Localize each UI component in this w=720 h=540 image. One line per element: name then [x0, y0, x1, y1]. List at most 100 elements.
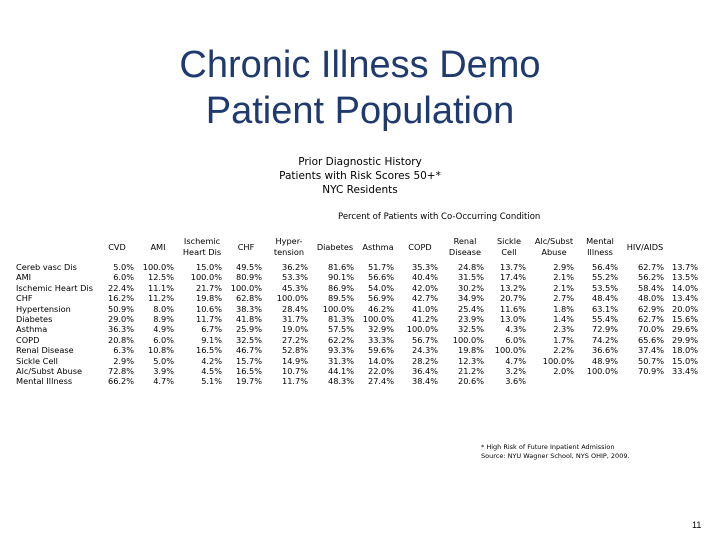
- table-cell: 31.7%: [281, 314, 308, 325]
- table-cell: 42.0%: [411, 282, 438, 293]
- table-header-row: CVD AMI Ischemic Heart Dis CHF Hyper-tension…: [16, 232, 702, 262]
- column-header: Ischemic Heart Dis: [182, 236, 222, 257]
- title-line-1: Chronic Illness Demo: [179, 44, 541, 86]
- table-cell: 62.9%: [637, 303, 664, 314]
- table-cell: 81.6%: [327, 262, 354, 272]
- table-cell: 55.4%: [591, 314, 618, 325]
- table-cell: 46.2%: [367, 303, 394, 314]
- title-line-2: Patient Population: [205, 90, 515, 132]
- table-cell: [530, 376, 578, 386]
- subtitle-line-1: Prior Diagnostic History: [298, 156, 422, 168]
- table-cell: 36.4%: [411, 366, 438, 377]
- table-body: Cereb vasc Dis 5.0% 100.0% 15.0% 49.5% 36.2% 8…: [16, 262, 702, 387]
- table-cell: 3.2%: [505, 366, 526, 377]
- table-cell: 4.9%: [153, 324, 174, 335]
- table-cell: 3.9%: [153, 366, 174, 377]
- table-cell: 45.3%: [281, 282, 308, 293]
- row-label: CHF: [16, 293, 33, 304]
- table-cell: 13.5%: [672, 272, 699, 283]
- table-cell: 19.8%: [195, 293, 222, 304]
- table-row: Hypertension 50.9% 8.0% 10.6% 38.3% 28.4% 100.…: [16, 304, 702, 314]
- table-cell: 24.8%: [457, 262, 484, 272]
- table-cell: 36.2%: [281, 262, 308, 272]
- table-cell: 3.6%: [505, 376, 526, 387]
- column-header: Diabetes: [316, 241, 354, 252]
- table-cell: 2.9%: [553, 262, 574, 272]
- table-cell: 16.2%: [107, 293, 134, 304]
- table-cell: 46.7%: [235, 345, 262, 356]
- table-cell: 24.3%: [411, 345, 438, 356]
- table-cell: 11.6%: [499, 303, 526, 314]
- table-row: Asthma 36.3% 4.9% 6.7% 25.9% 19.0% 57.5% 32.9% 1…: [16, 324, 702, 334]
- table-cell: 56.7%: [411, 334, 438, 345]
- table-cell: 11.7%: [281, 376, 308, 387]
- table-cell: 4.5%: [201, 366, 222, 377]
- column-header: Hyper-tension: [273, 236, 305, 257]
- table-cell: 70.9%: [637, 366, 664, 377]
- table-cell: 30.2%: [457, 282, 484, 293]
- table-cell: 10.6%: [195, 303, 222, 314]
- row-label: Hypertension: [16, 303, 71, 314]
- row-label: Sickle Cell: [16, 355, 58, 366]
- table-row: COPD 20.8% 6.0% 9.1% 32.5% 27.2% 62.2% 33.3% 56.…: [16, 335, 702, 345]
- column-header: AMI: [150, 241, 166, 252]
- table-cell: 20.6%: [457, 376, 484, 387]
- table-cell: 29.6%: [672, 324, 699, 335]
- table-cell: 100.0%: [276, 293, 308, 304]
- table-cell: 13.7%: [672, 262, 699, 272]
- table-cell: 11.2%: [147, 293, 174, 304]
- column-header: CVD: [108, 241, 126, 252]
- table-cell: 31.5%: [457, 272, 484, 283]
- row-label: Renal Disease: [16, 345, 74, 356]
- table-cell: 56.6%: [367, 272, 394, 283]
- table-cell: 100.0%: [142, 262, 174, 272]
- table-cell: 8.9%: [153, 314, 174, 325]
- footnote: * High Risk of Future Inpatient Admissio…: [481, 443, 630, 461]
- column-header: Mental Illness: [586, 236, 614, 257]
- column-header: COPD: [408, 241, 432, 252]
- column-header: Sickle Cell: [496, 236, 522, 257]
- subtitle-line-2: Patients with Risk Scores 50+*: [279, 170, 441, 182]
- table-cell: 35.3%: [411, 262, 438, 272]
- table-cell: 37.4%: [637, 345, 664, 356]
- table-cell: 100.0%: [190, 272, 222, 283]
- row-label: Diabetes: [16, 314, 53, 325]
- table-cell: 34.9%: [457, 293, 484, 304]
- table-cell: 6.0%: [505, 334, 526, 345]
- table-cell: 100.0%: [452, 334, 484, 345]
- table-cell: 50.7%: [637, 355, 664, 366]
- footnote-line-1: * High Risk of Future Inpatient Admissio…: [481, 443, 615, 451]
- row-label: Ischemic Heart Dis: [16, 282, 93, 293]
- table-cell: 6.0%: [113, 272, 134, 283]
- table-cell: 31.3%: [327, 355, 354, 366]
- table-cell: 15.7%: [235, 355, 262, 366]
- table-cell: 29.9%: [672, 334, 699, 345]
- table-cell: 2.3%: [553, 324, 574, 335]
- table-cell: 56.9%: [367, 293, 394, 304]
- table-cell: 100.0%: [406, 324, 438, 335]
- table-cell: 70.0%: [637, 324, 664, 335]
- table-cell: 4.3%: [505, 324, 526, 335]
- table-cell: 89.5%: [327, 293, 354, 304]
- table-cell: [578, 376, 622, 386]
- table-cell: 2.1%: [553, 282, 574, 293]
- table-cell: 40.4%: [411, 272, 438, 283]
- table-cell: 22.4%: [107, 282, 134, 293]
- table-cell: 21.2%: [457, 366, 484, 377]
- table-cell: 2.0%: [553, 366, 574, 377]
- table-cell: 14.0%: [672, 282, 699, 293]
- table-cell: 16.5%: [235, 366, 262, 377]
- table-cell: 28.4%: [281, 303, 308, 314]
- table-cell: 62.2%: [327, 334, 354, 345]
- table-cell: [622, 376, 668, 386]
- footnote-line-2: Source: NYU Wagner School, NYS OHIP, 200…: [481, 452, 630, 460]
- table-cell: 2.9%: [113, 355, 134, 366]
- table-cell: 4.7%: [505, 355, 526, 366]
- table-row: Ischemic Heart Dis 22.4% 11.1% 21.7% 100.0% 4…: [16, 283, 702, 293]
- table-cell: 6.0%: [153, 334, 174, 345]
- table-cell: 10.8%: [147, 345, 174, 356]
- table-cell: 19.0%: [281, 324, 308, 335]
- table-cell: 28.2%: [411, 355, 438, 366]
- table-cell: 62.7%: [637, 262, 664, 272]
- table-cell: 11.7%: [195, 314, 222, 325]
